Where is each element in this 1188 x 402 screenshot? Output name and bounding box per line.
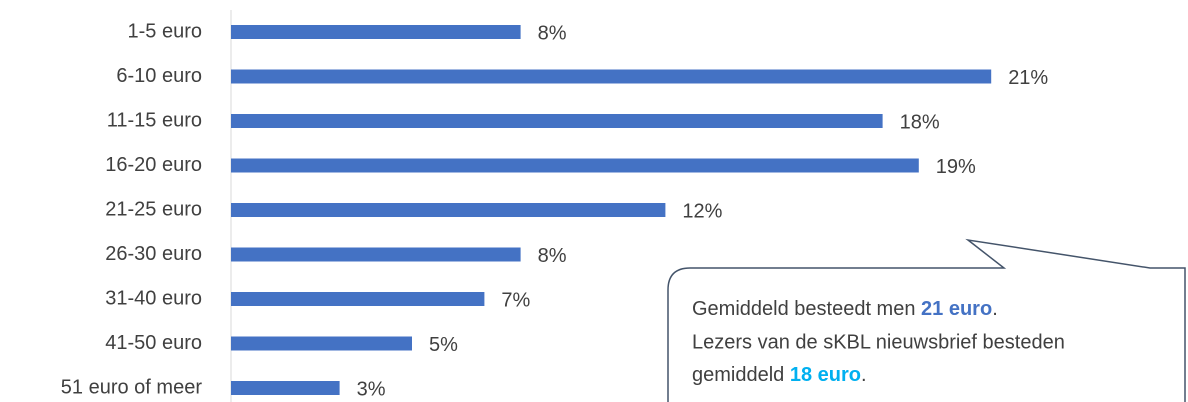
y-tick-label: 11-15 euro [107, 109, 202, 131]
data-label: 8% [538, 245, 567, 267]
bar [231, 247, 521, 262]
data-label: 21% [1008, 67, 1048, 89]
y-tick-label: 21-25 euro [105, 198, 202, 220]
y-tick-label: 6-10 euro [116, 65, 202, 87]
callout [667, 238, 1186, 402]
bar [231, 25, 521, 39]
data-label: 18% [900, 111, 940, 133]
annotation-text: gemiddeld [692, 364, 790, 386]
annotation-line: gemiddeld 18 euro. [692, 364, 867, 386]
y-tick-label: 41-50 euro [105, 332, 202, 354]
data-label: 19% [936, 156, 976, 178]
annotation-highlight: 18 euro [790, 364, 861, 386]
data-label: 12% [682, 200, 722, 222]
bar [231, 292, 485, 306]
data-label: 7% [501, 289, 530, 311]
annotation-highlight: 21 euro [921, 298, 992, 320]
y-tick-label: 31-40 euro [105, 287, 202, 309]
data-label: 5% [429, 334, 458, 356]
annotation-text: Gemiddeld besteedt men [692, 298, 921, 320]
data-label: 3% [357, 378, 386, 400]
annotation-text: . [861, 364, 867, 386]
y-tick-label: 16-20 euro [105, 154, 202, 176]
y-tick-label: 26-30 euro [105, 243, 202, 265]
y-tick-label: 1-5 euro [128, 20, 203, 42]
annotation-line: Gemiddeld besteedt men 21 euro. [692, 298, 998, 320]
bar [231, 158, 919, 173]
annotation-text: . [992, 298, 998, 320]
bar [231, 336, 412, 351]
bar [231, 203, 666, 217]
bar [231, 381, 340, 395]
y-tick-label: 51 euro of meer [61, 376, 203, 398]
bar [231, 69, 992, 84]
data-label: 8% [538, 22, 567, 44]
bar [231, 114, 883, 128]
annotation-line: Lezers van de sKBL nieuwsbrief besteden [692, 331, 1065, 353]
